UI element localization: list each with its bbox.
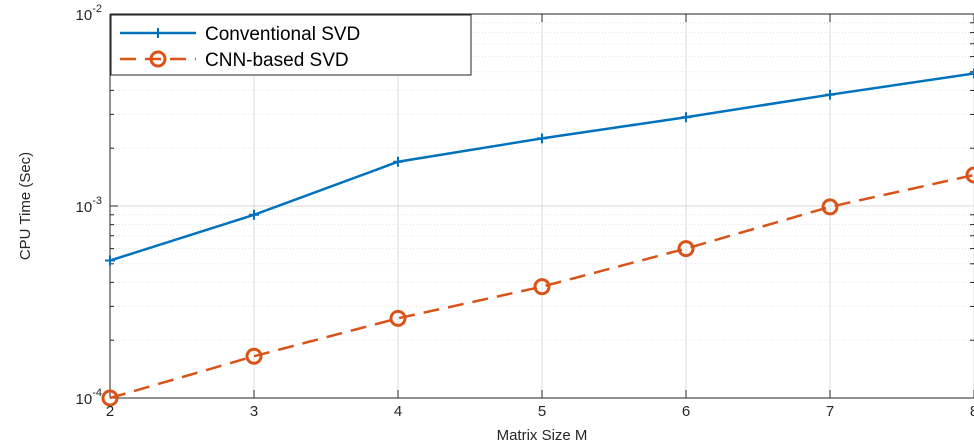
data-point-series-1 (245, 347, 263, 365)
y-axis-label: CPU Time (Sec) (17, 152, 34, 260)
data-point-series-1 (965, 166, 974, 184)
y-tick-exponent: -4 (92, 387, 102, 399)
y-tick-exponent: -2 (92, 3, 102, 15)
data-point-series-1 (533, 278, 551, 296)
legend-entry-cnn: CNN-based SVD (120, 50, 349, 71)
data-point-series-1 (101, 389, 119, 407)
legend-label-conventional: Conventional SVD (205, 24, 360, 45)
x-tick-label: 8 (970, 403, 974, 420)
x-tick-label: 4 (394, 403, 402, 420)
data-point-series-0 (393, 156, 403, 167)
legend-marker-shape (149, 50, 167, 68)
x-tick-label: 2 (106, 403, 114, 420)
series-layer (101, 68, 974, 407)
y-tick-base: 10 (76, 391, 93, 408)
data-point-series-0 (249, 209, 259, 220)
data-point-series-0 (969, 68, 974, 79)
legend-marker-cnn (149, 50, 167, 68)
y-tick-label: 10-2 (76, 3, 102, 24)
data-point-series-0 (681, 112, 691, 123)
data-point-series-1 (389, 309, 407, 327)
y-tick-exponent: -3 (92, 195, 102, 207)
y-tick-base: 10 (76, 7, 93, 24)
y-tick-label: 10-3 (76, 195, 102, 216)
data-point-series-0 (105, 255, 115, 266)
data-point-series-0 (825, 89, 835, 100)
legend-label-cnn: CNN-based SVD (205, 50, 349, 71)
y-tick-base: 10 (76, 199, 93, 216)
tick-labels: 234567810-410-310-2 (76, 3, 974, 420)
data-point-series-0 (537, 133, 547, 144)
legend-box (110, 14, 472, 76)
legend: Conventional SVD CNN-based SVD (110, 14, 472, 76)
x-tick-label: 3 (250, 403, 258, 420)
x-tick-label: 6 (682, 403, 690, 420)
data-point-series-1 (821, 198, 839, 216)
y-tick-label: 10-4 (76, 387, 102, 408)
legend-entry-conventional: Conventional SVD (120, 24, 360, 45)
x-axis-label: Matrix Size M (497, 427, 588, 444)
x-tick-label: 7 (826, 403, 834, 420)
legend-marker-conventional (153, 28, 163, 38)
legend-marker-shape (153, 28, 163, 38)
data-point-series-1 (677, 240, 695, 258)
x-tick-label: 5 (538, 403, 546, 420)
